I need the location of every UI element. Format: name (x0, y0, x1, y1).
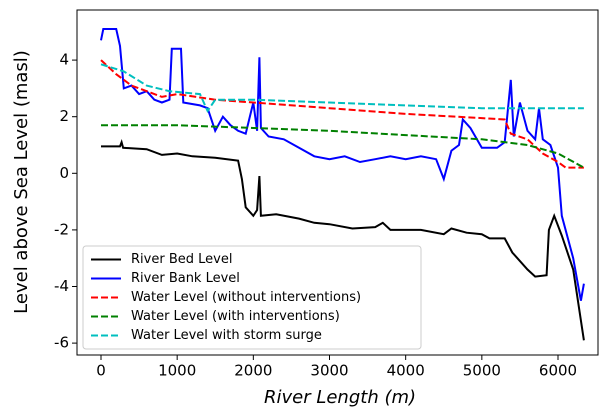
x-tick-label: 2000 (234, 362, 272, 380)
y-tick-label: -4 (54, 277, 69, 295)
y-tick-label: -2 (54, 220, 69, 238)
legend-label: Water Level (with interventions) (131, 309, 340, 324)
x-tick-label: 6000 (539, 362, 577, 380)
plot-frame (76, 9, 599, 356)
data-line (100, 28, 585, 301)
y-tick-label: 4 (59, 51, 69, 69)
x-tick-label: 1000 (158, 362, 196, 380)
x-tick-label: 0 (96, 362, 106, 380)
legend-box (82, 245, 422, 350)
legend-label: River Bed Level (131, 252, 232, 267)
y-axis-label: Level above Sea Level (masl) (11, 50, 32, 314)
data-line (100, 63, 584, 114)
data-line (100, 59, 584, 169)
x-tick-label: 4000 (387, 362, 425, 380)
y-tick-label: 2 (59, 107, 69, 125)
x-tick-label: 3000 (310, 362, 348, 380)
legend: River Bed Level River Bank Level Water Lev… (82, 245, 422, 350)
legend-label: Water Level (without interventions) (131, 290, 361, 305)
x-tick-label: 5000 (463, 362, 501, 380)
y-tick-label: -6 (54, 334, 69, 352)
data-line (101, 138, 585, 341)
y-tick-label: 0 (59, 164, 69, 182)
data-line (101, 124, 585, 169)
legend-label: River Bank Level (131, 271, 240, 286)
legend-label: Water Level with storm surge (131, 328, 322, 343)
x-axis-label: River Length (m) (264, 387, 416, 408)
